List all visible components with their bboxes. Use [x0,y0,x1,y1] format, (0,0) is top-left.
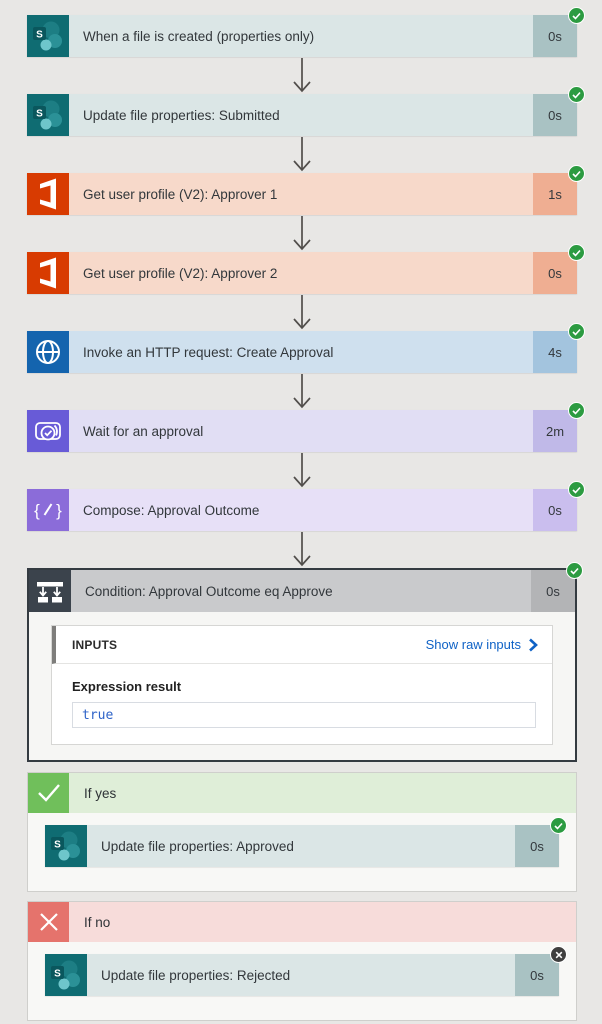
step-title: Update file properties: Rejected [87,954,515,996]
arrow-down-icon [27,215,577,252]
step-duration: 0s [515,825,559,867]
step-card-get-profile-approver2[interactable]: Get user profile (V2): Approver 2 0s [27,244,585,294]
step-duration: 0s [533,94,577,136]
step-card-invoke-http[interactable]: Invoke an HTTP request: Create Approval … [27,323,585,373]
step-title: Get user profile (V2): Approver 2 [69,252,533,294]
condition-block: Condition: Approval Outcome eq Approve 0… [27,562,583,762]
if-yes-header[interactable]: If yes [28,773,576,813]
branch-label: If yes [69,773,576,813]
arrow-down-icon [27,294,577,331]
show-raw-inputs-label: Show raw inputs [425,637,521,652]
svg-text:S: S [54,969,61,980]
success-badge-icon [568,86,585,103]
office-icon [27,252,69,294]
svg-text:S: S [36,109,43,120]
success-badge-icon [568,244,585,261]
success-badge-icon [566,562,583,579]
success-badge-icon [568,481,585,498]
approvals-icon [27,410,69,452]
step-duration: 2m [533,410,577,452]
step-title: Wait for an approval [69,410,533,452]
success-badge-icon [568,402,585,419]
step-card-when-file-created[interactable]: S When a file is created (properties onl… [27,7,585,57]
if-no-body: S Update file properties: Rejected 0s [28,942,576,1020]
sharepoint-icon: S [27,94,69,136]
cross-icon [28,902,69,942]
step-card-update-approved[interactable]: S Update file properties: Approved 0s [45,817,567,867]
step-duration: 0s [515,954,559,996]
step-card-update-submitted[interactable]: S Update file properties: Submitted 0s [27,86,585,136]
step-duration: 0s [533,489,577,531]
sharepoint-icon: S [27,15,69,57]
step-card-get-profile-approver1[interactable]: Get user profile (V2): Approver 1 1s [27,165,585,215]
condition-icon [29,570,71,612]
step-duration: 4s [533,331,577,373]
branch-label: If no [69,902,576,942]
inputs-panel: INPUTS Show raw inputs Expression result… [51,625,553,745]
arrow-down-icon [27,452,577,489]
inputs-panel-body: Expression result true [52,664,552,744]
step-title: Compose: Approval Outcome [69,489,533,531]
condition-details: INPUTS Show raw inputs Expression result… [29,612,575,760]
success-badge-icon [568,323,585,340]
step-duration: 0s [533,15,577,57]
step-title: When a file is created (properties only) [69,15,533,57]
chevron-right-icon [529,638,538,651]
step-title: Update file properties: Submitted [69,94,533,136]
expression-result-label: Expression result [72,679,182,694]
expression-result-value: true [72,702,536,728]
if-yes-branch: If yes S Update file properties: Approve… [27,772,577,892]
if-no-branch: If no S Update file properties: Rejected… [27,901,577,1021]
step-duration: 1s [533,173,577,215]
step-card-wait-approval[interactable]: Wait for an approval 2m [27,402,585,452]
compose-icon: {} [27,489,69,531]
step-title: Condition: Approval Outcome eq Approve [71,570,531,612]
flow-run-canvas: S When a file is created (properties onl… [27,7,585,1021]
office-icon [27,173,69,215]
arrow-down-icon [27,373,577,410]
inputs-label: INPUTS [72,637,118,652]
check-icon [28,773,69,813]
show-raw-inputs-link[interactable]: Show raw inputs [426,637,538,652]
skipped-badge-icon [550,946,567,963]
success-badge-icon [568,165,585,182]
arrow-down-icon [27,57,577,94]
svg-text:S: S [36,30,43,41]
if-no-header[interactable]: If no [28,902,576,942]
step-duration: 0s [531,570,575,612]
if-yes-body: S Update file properties: Approved 0s [28,813,576,891]
sharepoint-icon: S [45,954,87,996]
success-badge-icon [568,7,585,24]
condition-header-card[interactable]: Condition: Approval Outcome eq Approve 0… [29,562,583,612]
step-title: Get user profile (V2): Approver 1 [69,173,533,215]
step-title: Update file properties: Approved [87,825,515,867]
sharepoint-icon: S [45,825,87,867]
svg-text:}: } [56,501,62,520]
step-card-compose-outcome[interactable]: {} Compose: Approval Outcome 0s [27,481,585,531]
svg-text:{: { [34,501,40,520]
step-duration: 0s [533,252,577,294]
arrow-down-icon [27,136,577,173]
step-card-update-rejected[interactable]: S Update file properties: Rejected 0s [45,946,567,996]
arrow-down-icon [27,531,577,568]
step-title: Invoke an HTTP request: Create Approval [69,331,533,373]
globe-icon [27,331,69,373]
success-badge-icon [550,817,567,834]
svg-text:S: S [54,840,61,851]
inputs-panel-header: INPUTS Show raw inputs [52,626,552,664]
